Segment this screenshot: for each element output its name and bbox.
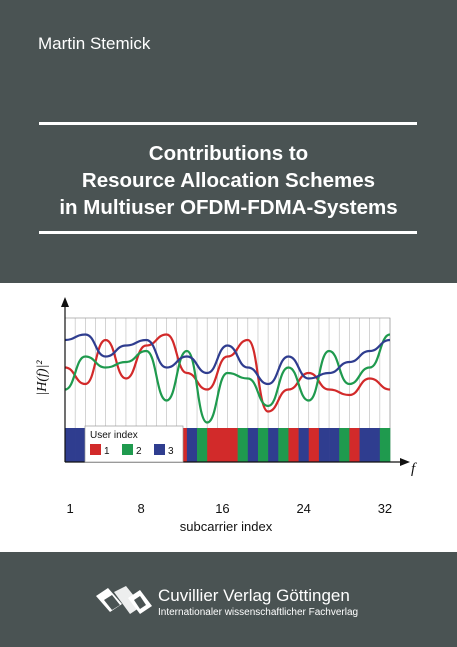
header-band: Martin Stemick Contributions to Resource… <box>0 0 457 283</box>
allocation-cell <box>359 428 370 462</box>
title-line-3: in Multiuser OFDM-FDMA-Systems <box>59 196 398 219</box>
y-axis-label: |H(f)|² <box>35 360 50 396</box>
allocation-cell <box>339 428 350 462</box>
allocation-cell <box>75 428 86 462</box>
allocation-cell <box>65 428 76 462</box>
allocation-cell <box>247 428 259 462</box>
channel-figure: |H(f)|² f 1 8 16 24 32 subcarrier index User… <box>35 297 417 534</box>
x-tick-label: 1 <box>66 501 73 516</box>
legend-swatch-3 <box>154 444 165 455</box>
publisher-subtitle: Internationaler wissenschaftlicher Fachv… <box>158 607 359 618</box>
series-line-3 <box>64 333 391 386</box>
allocation-cell <box>369 428 381 462</box>
x-axis-arrow <box>400 458 410 466</box>
allocation-cell <box>318 428 330 462</box>
allocation-cell <box>257 428 269 462</box>
bottom-rule <box>39 231 417 234</box>
publisher-band <box>0 552 457 647</box>
title-line-2: Resource Allocation Schemes <box>81 169 376 192</box>
allocation-cell <box>329 428 340 462</box>
book-title: Contributions to Resource Allocation Sch… <box>30 140 427 221</box>
series-line-2 <box>64 333 391 424</box>
x-axis-label: subcarrier index <box>180 519 273 534</box>
allocation-cell <box>186 428 198 462</box>
x-tick-label: 8 <box>138 501 145 516</box>
chart-series <box>64 333 391 424</box>
allocation-cell <box>268 428 279 462</box>
legend-label-3: 3 <box>168 446 174 457</box>
x-tick-label: 32 <box>378 501 392 516</box>
allocation-cell <box>278 428 289 462</box>
allocation-cell <box>308 428 320 462</box>
author-name: Martin Stemick <box>38 34 151 53</box>
legend-swatch-1 <box>90 444 101 455</box>
y-axis-arrow <box>61 297 69 307</box>
publisher-name: Cuvillier Verlag Göttingen <box>158 586 350 605</box>
allocation-cell <box>217 428 228 462</box>
legend-label-2: 2 <box>136 446 142 457</box>
legend-title: User index <box>90 430 138 441</box>
x-tick-label: 16 <box>215 501 229 516</box>
x-tick-label: 24 <box>296 501 310 516</box>
allocation-cell <box>379 428 391 462</box>
allocation-cell <box>288 428 299 462</box>
allocation-cell <box>349 428 360 462</box>
top-rule <box>39 122 417 125</box>
x-axis-symbol: f <box>411 461 417 477</box>
legend-box <box>84 425 184 463</box>
series-line-1 <box>64 333 391 413</box>
cuvillier-logo-icon <box>96 586 152 614</box>
legend-label-1: 1 <box>104 446 110 457</box>
allocation-cell <box>237 428 249 462</box>
x-ticks: 1 8 16 24 32 <box>66 501 392 516</box>
allocation-cell <box>227 428 238 462</box>
legend-swatch-2 <box>122 444 133 455</box>
title-line-1: Contributions to <box>148 142 309 165</box>
legend: User index 1 2 3 <box>84 425 184 463</box>
allocation-cell <box>298 428 310 462</box>
allocation-cell <box>197 428 208 462</box>
allocation-cell <box>207 428 218 462</box>
